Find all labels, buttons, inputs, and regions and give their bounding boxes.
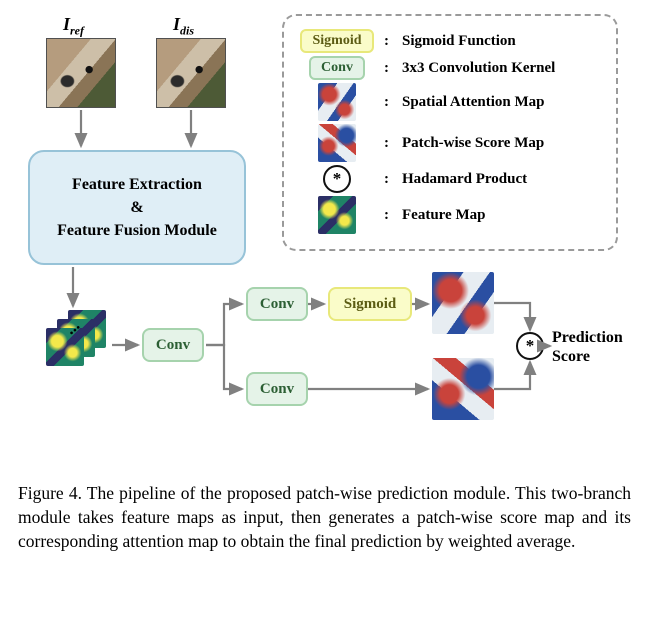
featbox-amp: & — [130, 196, 143, 219]
diagram-canvas: Iref Idis Feature Extraction & Feature F… — [18, 10, 631, 465]
arrow-conv1-to-convtop — [206, 304, 242, 345]
input-image-dis — [156, 38, 226, 108]
legend-attn-icon — [318, 83, 356, 121]
legend-conv-key: Conv — [309, 56, 365, 80]
legend-score-desc: Patch-wise Score Map — [402, 135, 602, 152]
pred-l1: Prediction — [552, 328, 623, 347]
legend-row-hadamard: * : Hadamard Product — [298, 165, 602, 193]
pred-l2: Score — [552, 347, 623, 366]
legend-attn-desc: Spatial Attention Map — [402, 94, 602, 111]
legend-hadamard-icon: * — [323, 165, 351, 193]
arrow-score-to-hadamard — [494, 362, 530, 389]
conv-block-bottom: Conv — [246, 372, 308, 406]
featbox-line2: Feature Fusion Module — [57, 219, 217, 242]
legend-row-feat: : Feature Map — [298, 196, 602, 234]
legend-hadamard-desc: Hadamard Product — [402, 171, 602, 188]
legend-row-sigmoid: Sigmoid : Sigmoid Function — [298, 29, 602, 53]
legend-score-icon — [318, 124, 356, 162]
legend-box: Sigmoid : Sigmoid Function Conv : 3x3 Co… — [282, 14, 618, 251]
idis-sub: dis — [180, 24, 194, 38]
legend-feat-desc: Feature Map — [402, 207, 602, 224]
input-image-ref — [46, 38, 116, 108]
hadamard-op: * — [516, 332, 544, 360]
conv-block-1: Conv — [142, 328, 204, 362]
figure-caption: Figure 4. The pipeline of the proposed p… — [18, 481, 631, 553]
legend-row-attn: : Spatial Attention Map — [298, 83, 602, 121]
iref-label: Iref — [63, 14, 84, 39]
featbox-line1: Feature Extraction — [72, 173, 202, 196]
attention-map-output — [432, 272, 494, 334]
iref-main: I — [63, 14, 70, 34]
idis-label: Idis — [173, 14, 194, 39]
legend-sigmoid-desc: Sigmoid Function — [402, 33, 602, 50]
arrow-attn-to-hadamard — [494, 303, 530, 330]
legend-row-conv: Conv : 3x3 Convolution Kernel — [298, 56, 602, 80]
legend-row-score: : Patch-wise Score Map — [298, 124, 602, 162]
feature-extraction-fusion-box: Feature Extraction & Feature Fusion Modu… — [28, 150, 246, 265]
feature-map-stack — [46, 310, 112, 368]
legend-conv-desc: 3x3 Convolution Kernel — [402, 60, 602, 77]
prediction-score-label: Prediction Score — [552, 328, 623, 366]
legend-colon: : — [384, 33, 394, 50]
iref-sub: ref — [70, 24, 84, 38]
legend-feat-icon — [318, 196, 356, 234]
sigmoid-block: Sigmoid — [328, 287, 412, 321]
conv-block-top: Conv — [246, 287, 308, 321]
feature-map-front — [46, 328, 84, 366]
idis-main: I — [173, 14, 180, 34]
arrow-conv1-to-convbot — [206, 345, 242, 389]
score-map-output — [432, 358, 494, 420]
legend-sigmoid-key: Sigmoid — [300, 29, 373, 53]
